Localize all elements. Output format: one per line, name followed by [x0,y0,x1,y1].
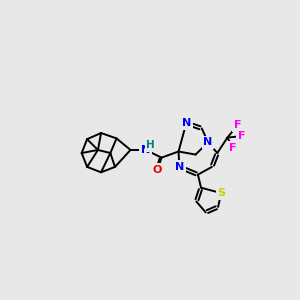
Text: F: F [238,131,245,141]
Text: N: N [175,162,184,172]
Text: F: F [229,143,237,153]
Text: N: N [182,118,191,128]
Text: H: H [146,140,155,150]
Text: O: O [153,165,162,175]
Text: N: N [203,137,213,147]
Text: N: N [141,145,150,155]
Text: S: S [217,188,225,198]
Text: F: F [234,120,241,130]
